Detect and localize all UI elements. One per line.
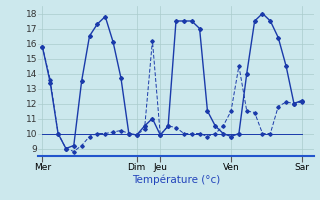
X-axis label: Température (°c): Température (°c) xyxy=(132,175,220,185)
